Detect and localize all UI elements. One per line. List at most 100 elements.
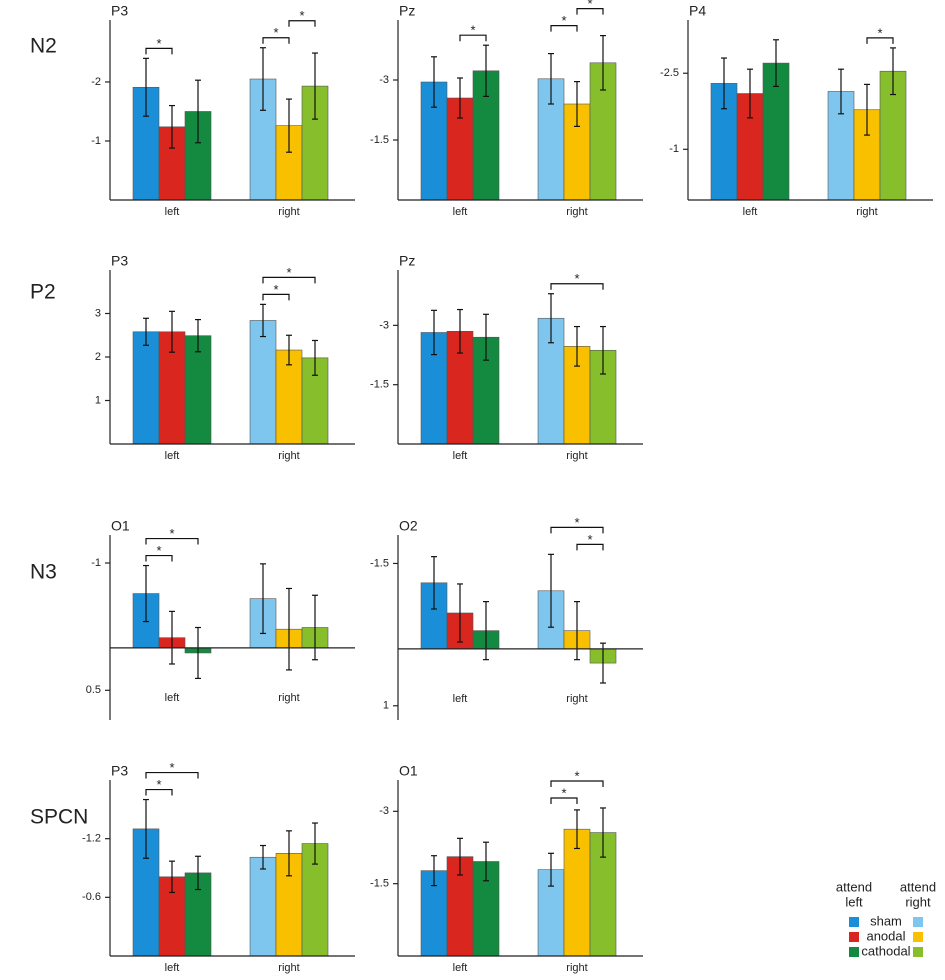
significance-bracket (262, 276, 316, 284)
row-label: P2 (30, 281, 56, 304)
legend-label: sham (870, 913, 902, 928)
y-tick-label: -1.5 (370, 557, 389, 569)
significance-bracket (866, 37, 894, 44)
significance-label: * (273, 25, 278, 40)
y-tick-label: -1.5 (370, 878, 389, 890)
significance-bracket (145, 554, 173, 562)
bar (275, 349, 303, 445)
legend-label: anodal (866, 928, 905, 943)
y-tick-label: -0.6 (82, 891, 101, 903)
y-tick-label: 1 (95, 394, 101, 406)
y-tick-label: -2 (91, 76, 101, 88)
y-tick-label: 2 (95, 351, 101, 363)
significance-bracket (576, 543, 604, 551)
x-tick-label: right (278, 692, 299, 704)
significance-label: * (273, 282, 278, 297)
row-label: SPCN (30, 806, 88, 829)
panel-title: O1 (399, 763, 418, 779)
x-tick-label: right (566, 206, 587, 218)
significance-label: * (561, 13, 566, 28)
significance-bracket (145, 788, 173, 796)
x-tick-label: right (566, 962, 587, 974)
y-tick-label: -1.2 (82, 833, 101, 845)
significance-label: * (561, 785, 566, 800)
y-tick-label: -1 (91, 557, 101, 569)
significance-label: * (286, 265, 291, 280)
panel-title: Pz (399, 253, 415, 269)
legend-swatch (913, 917, 923, 927)
x-tick-label: left (165, 450, 180, 462)
x-tick-label: right (566, 693, 587, 705)
significance-bracket (550, 780, 604, 787)
significance-bracket (550, 526, 604, 534)
significance-label: * (156, 543, 161, 558)
panel-title: P3 (111, 3, 128, 19)
x-tick-label: left (453, 962, 468, 974)
legend-header: attend (900, 879, 936, 894)
legend-swatch (849, 932, 859, 942)
legend-label: cathodal (861, 943, 910, 958)
x-tick-label: left (453, 206, 468, 218)
y-tick-label: -3 (379, 805, 389, 817)
significance-label: * (156, 36, 161, 51)
x-tick-label: left (743, 206, 758, 218)
y-tick-label: 0.5 (86, 684, 101, 696)
x-tick-label: right (856, 206, 877, 218)
legend-swatch (913, 947, 923, 957)
x-tick-label: left (453, 693, 468, 705)
significance-bracket (145, 537, 199, 545)
row-label: N3 (30, 561, 57, 584)
y-tick-label: 3 (95, 307, 101, 319)
significance-label: * (574, 271, 579, 286)
significance-label: * (156, 777, 161, 792)
significance-label: * (574, 768, 579, 783)
x-tick-label: left (165, 692, 180, 704)
panel-title: P4 (689, 3, 706, 19)
significance-label: * (587, 532, 592, 547)
x-tick-label: right (278, 206, 299, 218)
significance-bracket (288, 20, 316, 27)
bar (132, 331, 160, 445)
significance-bracket (145, 47, 173, 55)
panel-title: O2 (399, 518, 418, 534)
x-tick-label: right (566, 450, 587, 462)
y-tick-label: -3 (379, 74, 389, 86)
x-tick-label: right (278, 450, 299, 462)
significance-label: * (574, 515, 579, 530)
x-tick-label: left (453, 450, 468, 462)
x-tick-label: left (165, 962, 180, 974)
bar (249, 856, 277, 957)
significance-bracket (145, 771, 199, 779)
legend-header: right (905, 894, 931, 909)
legend-header: attend (836, 879, 872, 894)
panel-title: P3 (111, 763, 128, 779)
bar (184, 335, 212, 445)
x-tick-label: left (165, 206, 180, 218)
bar (420, 870, 448, 957)
significance-bracket (262, 37, 290, 44)
significance-label: * (470, 23, 475, 38)
y-tick-label: -3 (379, 319, 389, 331)
y-tick-label: -2.5 (660, 67, 679, 79)
significance-label: * (169, 760, 174, 775)
significance-bracket (262, 293, 290, 301)
panel-title: Pz (399, 3, 415, 19)
legend-swatch (849, 917, 859, 927)
significance-bracket (576, 8, 604, 15)
row-label: N2 (30, 35, 57, 58)
significance-bracket (459, 34, 487, 42)
panel-title: P3 (111, 253, 128, 269)
significance-label: * (299, 8, 304, 23)
legend-header: left (845, 894, 863, 909)
significance-bracket (550, 797, 578, 804)
legend-swatch (913, 932, 923, 942)
significance-bracket (550, 25, 578, 32)
significance-label: * (877, 25, 882, 40)
y-tick-label: 1 (383, 700, 389, 712)
legend-swatch (849, 947, 859, 957)
panel-title: O1 (111, 518, 130, 534)
y-tick-label: -1.5 (370, 379, 389, 391)
y-tick-label: -1 (91, 135, 101, 147)
y-tick-label: -1.5 (370, 134, 389, 146)
